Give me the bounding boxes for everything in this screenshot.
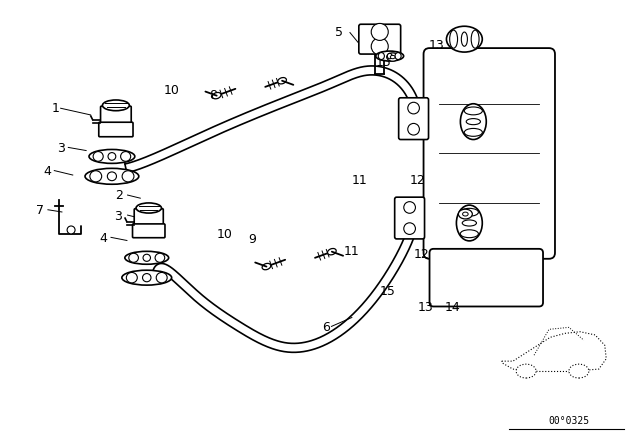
Text: 8: 8 bbox=[209, 89, 218, 102]
Text: 13: 13 bbox=[417, 301, 433, 314]
Text: 6: 6 bbox=[323, 321, 330, 334]
Ellipse shape bbox=[129, 253, 138, 263]
Ellipse shape bbox=[408, 102, 419, 114]
Text: 4: 4 bbox=[44, 165, 51, 178]
Ellipse shape bbox=[404, 202, 415, 213]
Text: 10: 10 bbox=[216, 228, 232, 241]
Ellipse shape bbox=[126, 272, 138, 283]
Ellipse shape bbox=[458, 209, 472, 219]
Ellipse shape bbox=[90, 171, 102, 182]
Ellipse shape bbox=[122, 270, 172, 285]
Ellipse shape bbox=[456, 205, 483, 241]
Text: 3: 3 bbox=[57, 142, 65, 155]
Ellipse shape bbox=[471, 30, 479, 48]
Ellipse shape bbox=[376, 51, 404, 61]
Ellipse shape bbox=[155, 253, 164, 263]
Ellipse shape bbox=[89, 150, 135, 164]
Text: 1: 1 bbox=[52, 102, 60, 115]
Ellipse shape bbox=[371, 38, 388, 55]
FancyBboxPatch shape bbox=[399, 98, 429, 139]
Ellipse shape bbox=[516, 364, 536, 378]
Ellipse shape bbox=[408, 123, 419, 135]
Ellipse shape bbox=[122, 171, 134, 182]
Ellipse shape bbox=[93, 151, 103, 161]
Ellipse shape bbox=[136, 203, 161, 213]
Ellipse shape bbox=[102, 100, 129, 111]
Ellipse shape bbox=[462, 220, 476, 226]
Ellipse shape bbox=[143, 274, 151, 282]
Text: 12: 12 bbox=[410, 174, 426, 187]
Ellipse shape bbox=[67, 226, 75, 234]
Text: 7: 7 bbox=[36, 204, 44, 217]
Ellipse shape bbox=[125, 251, 169, 264]
FancyBboxPatch shape bbox=[395, 197, 424, 239]
Ellipse shape bbox=[278, 78, 287, 84]
Text: 10: 10 bbox=[164, 84, 179, 97]
Ellipse shape bbox=[120, 151, 131, 161]
Ellipse shape bbox=[143, 254, 150, 261]
FancyBboxPatch shape bbox=[424, 48, 555, 259]
Ellipse shape bbox=[387, 53, 392, 59]
Ellipse shape bbox=[460, 230, 479, 238]
Text: 9: 9 bbox=[248, 233, 256, 246]
FancyBboxPatch shape bbox=[359, 24, 401, 54]
FancyBboxPatch shape bbox=[429, 249, 543, 306]
Text: 3: 3 bbox=[114, 210, 122, 223]
Text: 14: 14 bbox=[454, 39, 469, 52]
Ellipse shape bbox=[460, 104, 486, 139]
Text: 14: 14 bbox=[445, 301, 460, 314]
Ellipse shape bbox=[156, 272, 167, 283]
Ellipse shape bbox=[395, 52, 401, 60]
FancyBboxPatch shape bbox=[100, 106, 131, 126]
Text: 15: 15 bbox=[380, 285, 396, 298]
Text: 13: 13 bbox=[429, 39, 445, 52]
Ellipse shape bbox=[464, 129, 483, 136]
Ellipse shape bbox=[463, 212, 468, 216]
Ellipse shape bbox=[262, 263, 271, 270]
Text: 11: 11 bbox=[351, 174, 367, 187]
Text: 15: 15 bbox=[376, 56, 392, 69]
Ellipse shape bbox=[450, 30, 458, 48]
Text: 2: 2 bbox=[115, 189, 124, 202]
Ellipse shape bbox=[378, 52, 385, 60]
Text: 12: 12 bbox=[414, 248, 430, 261]
Text: 11: 11 bbox=[343, 245, 359, 258]
Ellipse shape bbox=[464, 107, 483, 115]
Ellipse shape bbox=[460, 208, 479, 216]
FancyBboxPatch shape bbox=[99, 122, 133, 137]
Text: 00°0325: 00°0325 bbox=[548, 416, 589, 426]
Ellipse shape bbox=[466, 119, 481, 125]
Ellipse shape bbox=[108, 153, 116, 160]
Ellipse shape bbox=[328, 249, 336, 255]
FancyBboxPatch shape bbox=[132, 224, 165, 238]
Ellipse shape bbox=[390, 56, 395, 59]
Ellipse shape bbox=[461, 32, 467, 46]
FancyBboxPatch shape bbox=[134, 209, 163, 228]
Ellipse shape bbox=[387, 53, 399, 61]
Ellipse shape bbox=[404, 223, 415, 234]
Ellipse shape bbox=[447, 26, 483, 52]
Ellipse shape bbox=[212, 92, 221, 99]
Ellipse shape bbox=[569, 364, 589, 378]
Ellipse shape bbox=[85, 168, 139, 184]
Text: 4: 4 bbox=[99, 232, 108, 245]
Ellipse shape bbox=[371, 23, 388, 40]
Text: 5: 5 bbox=[335, 26, 343, 39]
Ellipse shape bbox=[108, 172, 116, 181]
